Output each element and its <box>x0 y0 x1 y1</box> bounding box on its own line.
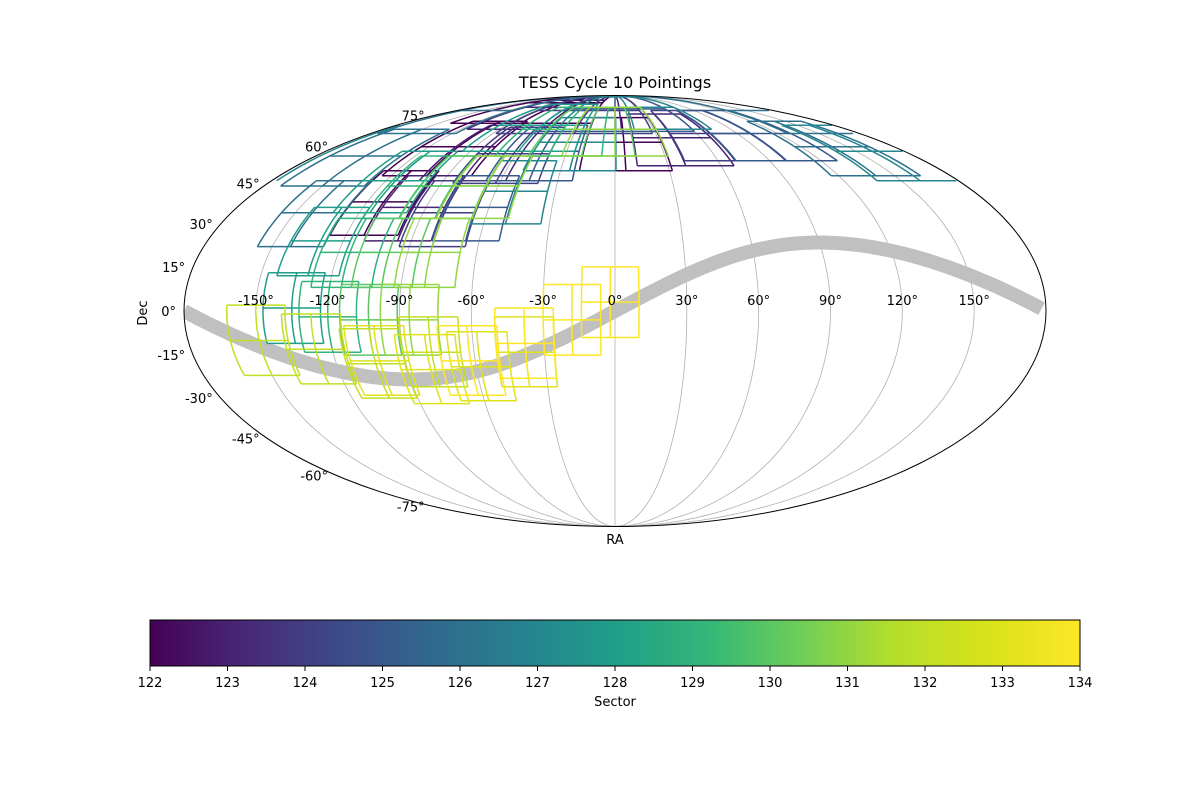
ra-tick-label: 30° <box>675 294 698 309</box>
sector-128 <box>262 103 599 345</box>
ecliptic-band <box>184 235 1045 387</box>
colorbar-tick-label: 132 <box>913 676 938 691</box>
colorbar-tick-label: 122 <box>138 676 163 691</box>
colorbar-tick-label: 131 <box>835 676 860 691</box>
camera-footprint <box>225 304 301 377</box>
ra-tick-label: -60° <box>457 294 485 309</box>
ra-tick-label: 60° <box>747 294 770 309</box>
camera-footprint <box>377 95 854 135</box>
ra-tick-label: 120° <box>887 294 918 309</box>
ra-tick-label: 150° <box>959 294 990 309</box>
camera-footprint <box>650 109 787 162</box>
colorbar: 122 123 124 125 126 127 128 129 130 131 132 133 134 … <box>138 619 1093 710</box>
colorbar-label: Sector <box>594 695 636 710</box>
camera-footprint <box>280 128 450 187</box>
colorbar-tick-label: 128 <box>603 676 628 691</box>
sector-footprints <box>225 95 957 405</box>
colorbar-tick-label: 124 <box>293 676 318 691</box>
dec-tick-label: -60° <box>300 469 328 484</box>
camera-footprint <box>452 126 566 185</box>
colorbar-tick-label: 129 <box>680 676 705 691</box>
dec-tick-label: 60° <box>305 141 328 156</box>
dec-tick-label: 45° <box>237 177 260 192</box>
camera-footprint <box>397 316 469 388</box>
grid-meridian <box>614 95 688 527</box>
sector-134 <box>436 266 640 397</box>
camera-footprint <box>542 283 602 356</box>
sector-132 <box>225 304 469 399</box>
camera-footprint <box>277 125 957 181</box>
camera-footprint <box>393 333 471 405</box>
colorbar-tick-label: 126 <box>448 676 473 691</box>
camera-footprint <box>435 155 534 220</box>
colorbar-tick-label: 123 <box>215 676 240 691</box>
camera-footprint <box>746 120 922 177</box>
camera-footprint <box>280 313 358 385</box>
camera-footprint <box>298 280 362 353</box>
camera-footprint <box>580 266 640 339</box>
ra-tick-labels: -150° -120° -90° -60° -30° 0° 30° 60° 90° 120° 150… <box>238 294 990 309</box>
colorbar-tick-label: 125 <box>370 676 395 691</box>
ra-tick-label: 90° <box>819 294 842 309</box>
dec-tick-labels: 75° 60° 45° 30° 15° 0° -15° -30° -45° -60° -75° <box>157 110 424 516</box>
colorbar-tick-label: 133 <box>990 676 1015 691</box>
grid-meridian <box>614 95 760 527</box>
dec-tick-label: -75° <box>397 500 425 515</box>
dec-tick-label: 15° <box>162 261 185 276</box>
dec-tick-label: -30° <box>185 392 213 407</box>
ra-tick-label: -90° <box>386 294 414 309</box>
colorbar-tick-label: 127 <box>525 676 550 691</box>
colorbar-tick-label: 130 <box>758 676 783 691</box>
sector-126 <box>256 95 922 248</box>
camera-footprint <box>256 180 373 248</box>
camera-footprint <box>332 150 459 214</box>
plot-boundary <box>183 95 1047 527</box>
grid-meridian <box>255 95 616 527</box>
dec-tick-label: 0° <box>161 305 176 320</box>
ra-tick-label: 0° <box>608 294 623 309</box>
camera-footprint <box>560 106 670 157</box>
ra-tick-label: -30° <box>529 294 557 309</box>
chart-title: TESS Cycle 10 Pointings <box>518 73 711 92</box>
camera-footprint <box>578 116 674 172</box>
dec-tick-label: 75° <box>402 110 425 125</box>
colorbar-gradient <box>149 619 1081 667</box>
ra-tick-label: -150° <box>238 294 274 309</box>
grid-meridian <box>614 95 831 527</box>
dec-tick-label: -15° <box>157 349 185 364</box>
dec-tick-label: -45° <box>232 433 260 448</box>
camera-footprint <box>676 109 838 162</box>
dec-tick-label: 30° <box>190 218 213 233</box>
colorbar-tick-label: 134 <box>1068 676 1093 691</box>
ra-tick-label: -120° <box>310 294 346 309</box>
colorbar-ticks: 122 123 124 125 126 127 128 129 130 131 132 133 134 <box>138 666 1093 691</box>
x-axis-label: RA <box>606 533 624 548</box>
camera-footprint <box>461 103 599 153</box>
camera-footprint <box>436 325 507 397</box>
y-axis-label: Dec <box>136 300 151 325</box>
